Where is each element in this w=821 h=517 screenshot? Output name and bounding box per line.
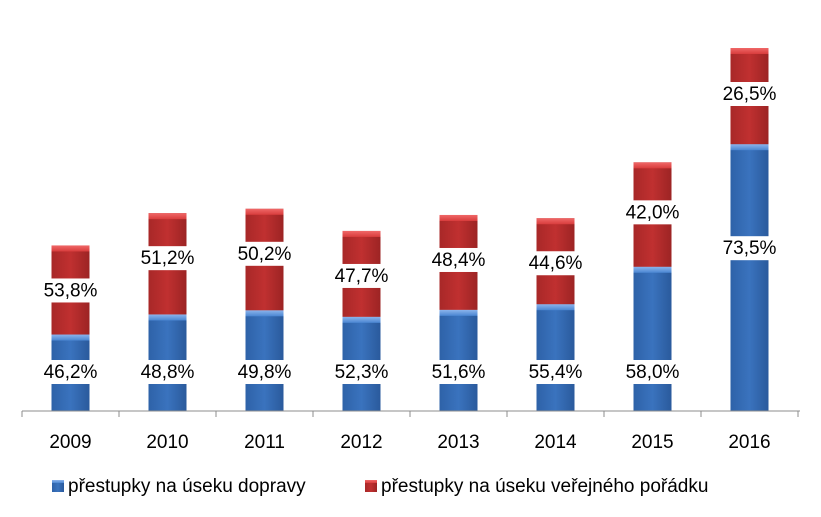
data-label-dopravy-2009-bg xyxy=(39,360,102,384)
bar-poradku-2013-bevel xyxy=(439,214,478,221)
data-label-dopravy-2009: 46,2% xyxy=(44,362,98,383)
data-label-poradku-2013-bg xyxy=(427,247,490,272)
data-label-poradku-2010: 51,2% xyxy=(141,248,195,269)
plot-area: 46,2% 53,8% 48,8% 51,2% 49,8% 50,2% 52,3% 47,7%… xyxy=(39,48,781,411)
x-tick-label-2014: 2014 xyxy=(534,432,577,453)
data-label-dopravy-2013: 51,6% xyxy=(432,362,486,383)
data-label-dopravy-2012: 52,3% xyxy=(335,362,389,383)
bar-group-2015 xyxy=(633,162,672,411)
x-tick-label-2011: 2011 xyxy=(244,432,285,453)
data-label-dopravy-2010-bg xyxy=(136,360,199,384)
data-label-poradku-2012: 47,7% xyxy=(335,266,389,287)
data-label-dopravy-2016-bg xyxy=(718,236,781,261)
bar-poradku-2009-bevel xyxy=(51,245,90,252)
data-label-poradku-2010-bg xyxy=(136,246,199,271)
x-tick-label-2015: 2015 xyxy=(631,432,673,453)
data-label-poradku-2009-bg xyxy=(39,278,102,303)
data-label-poradku-2016-bg xyxy=(718,82,781,106)
bar-dopravy-2012-bevel xyxy=(342,316,381,323)
data-label-dopravy-2013-bg xyxy=(427,360,490,384)
data-label-poradku-2016: 26,5% xyxy=(723,84,777,105)
x-tick-label-2009: 2009 xyxy=(49,432,91,453)
legend-swatch-bevel xyxy=(52,480,64,483)
bar-dopravy-2016-bevel xyxy=(730,144,769,151)
bar-group-2009 xyxy=(51,245,90,411)
data-label-poradku-2011-bg xyxy=(233,241,296,266)
x-tick-label-2016: 2016 xyxy=(728,432,770,453)
bar-dopravy-2013-bevel xyxy=(439,309,478,316)
bar-group-2016 xyxy=(730,48,769,411)
data-label-dopravy-2011: 49,8% xyxy=(238,362,292,383)
bar-poradku-2010-bevel xyxy=(148,213,187,220)
data-label-dopravy-2014-bg xyxy=(524,360,587,384)
data-label-dopravy-2011-bg xyxy=(233,360,296,384)
bar-dopravy-2015 xyxy=(633,266,672,411)
data-label-dopravy-2015: 58,0% xyxy=(626,362,680,383)
data-label-poradku-2015-bg xyxy=(621,200,684,225)
x-axis-ticks: 2009 2010 2011 2012 2013 2014 2015 2016 xyxy=(21,411,799,453)
data-label-dopravy-2012-bg xyxy=(330,360,393,384)
legend: přestupky na úseku dopravy přestupky na ú… xyxy=(52,476,708,497)
legend-label-dopravy: přestupky na úseku dopravy xyxy=(68,476,306,497)
bar-dopravy-2014-bevel xyxy=(536,304,575,311)
bar-dopravy-2010-bevel xyxy=(148,314,187,321)
data-label-poradku-2014-bg xyxy=(524,251,587,276)
bar-dopravy-2009-bevel xyxy=(51,334,90,341)
x-tick-label-2012: 2012 xyxy=(340,432,382,453)
bar-dopravy-2016 xyxy=(730,144,769,411)
legend-label-poradku: přestupky na úseku veřejného pořádku xyxy=(381,476,708,497)
data-label-dopravy-2010: 48,8% xyxy=(141,362,195,383)
data-label-dopravy-2016: 73,5% xyxy=(723,238,777,259)
data-label-dopravy-2015-bg xyxy=(621,360,684,384)
bar-dopravy-2011-bevel xyxy=(245,310,284,317)
bar-poradku-2015-bevel xyxy=(633,162,672,169)
x-tick-label-2010: 2010 xyxy=(146,432,188,453)
bar-poradku-2012-bevel xyxy=(342,230,381,237)
data-label-poradku-2013: 48,4% xyxy=(432,250,486,271)
bar-dopravy-2015-bevel xyxy=(633,266,672,273)
data-label-dopravy-2014: 55,4% xyxy=(529,362,583,383)
bar-dopravy-2014 xyxy=(536,304,575,411)
data-label-poradku-2015: 42,0% xyxy=(626,202,680,223)
bar-poradku-2014-bevel xyxy=(536,218,575,225)
legend-swatch-bevel xyxy=(365,480,377,483)
data-label-poradku-2011: 50,2% xyxy=(238,244,292,265)
data-label-poradku-2012-bg xyxy=(330,263,393,288)
bar-poradku-2016-bevel xyxy=(730,48,769,54)
x-tick-label-2013: 2013 xyxy=(437,432,479,453)
data-label-poradku-2009: 53,8% xyxy=(44,280,98,301)
data-label-poradku-2014: 44,6% xyxy=(529,253,583,274)
bar-poradku-2011-bevel xyxy=(245,208,284,215)
